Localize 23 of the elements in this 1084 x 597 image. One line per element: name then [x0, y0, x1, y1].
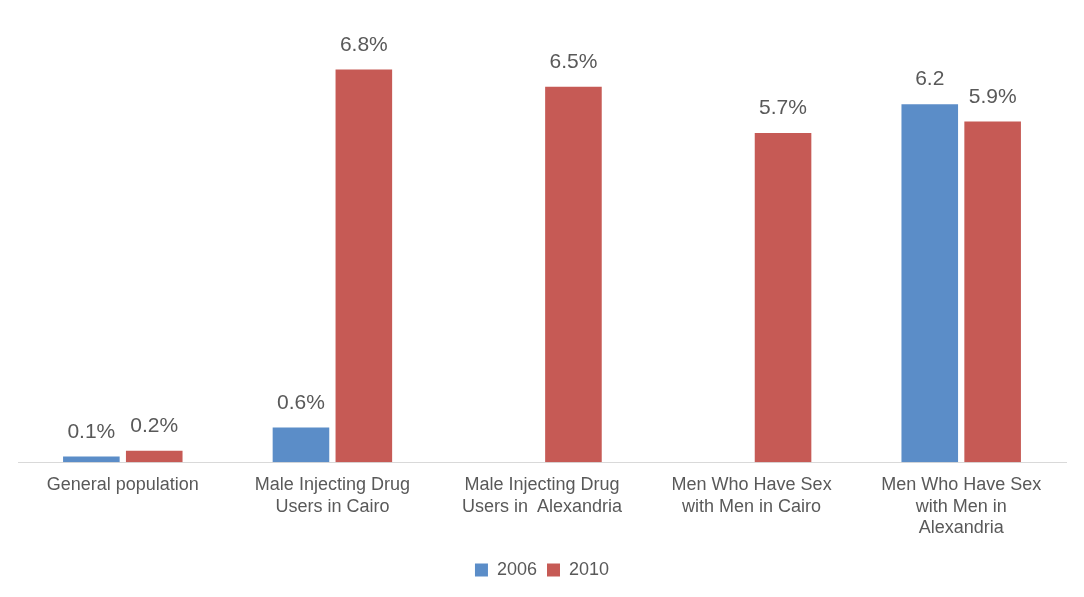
bar: [545, 86, 602, 463]
bar: [125, 450, 183, 463]
data-label: 5.9%: [968, 83, 1017, 107]
data-label: 6.8%: [339, 31, 388, 55]
x-tick-label: Men Who Have Sex with Men in Cairo: [671, 473, 832, 516]
data-label: 6.5%: [549, 49, 598, 73]
bar: [901, 104, 959, 463]
data-label: 0.2%: [130, 412, 179, 436]
bar: [964, 121, 1021, 463]
bar: [335, 69, 393, 463]
data-label: 0.6%: [277, 389, 325, 413]
x-tick-label: Male Injecting Drug Users in Cairo: [254, 473, 410, 516]
data-label: 5.7%: [759, 95, 807, 119]
data-label: 0.1%: [67, 418, 116, 442]
bar: [63, 456, 120, 463]
bar: [754, 133, 812, 463]
x-tick-label: Men Who Have Sex with Men in Alexandria: [881, 473, 1042, 538]
data-label: 6.2: [915, 66, 945, 90]
bar: [272, 427, 330, 463]
legend-label: 2010: [569, 558, 610, 579]
legend-label: 2006: [496, 558, 537, 579]
x-tick-label: General population: [46, 473, 199, 494]
x-tick-label: Male Injecting Drug Users in Alexandria: [461, 473, 624, 516]
